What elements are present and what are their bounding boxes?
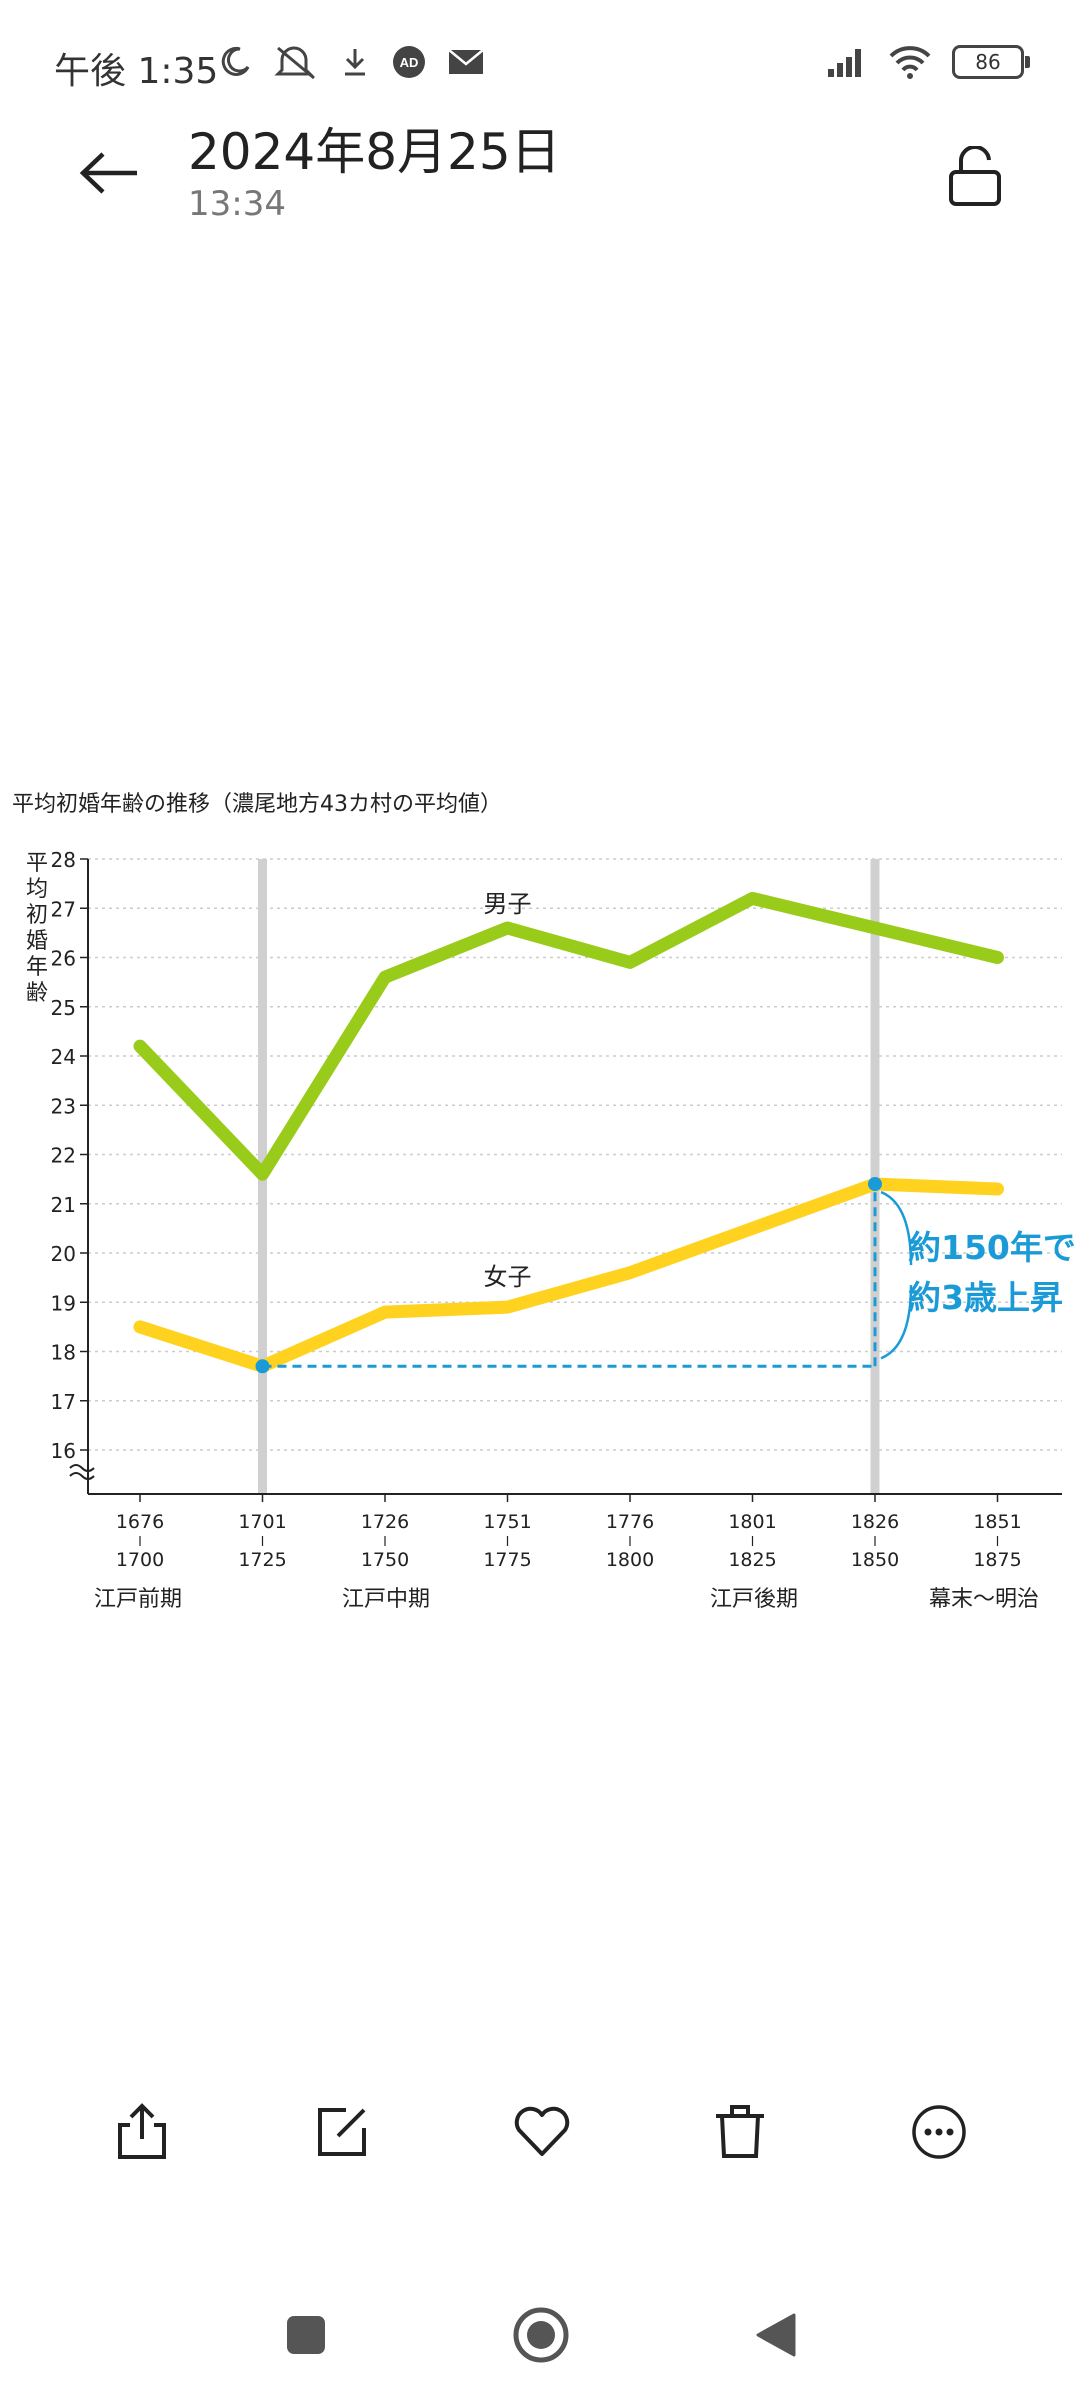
status-icons-right: 86 [826, 44, 1030, 80]
edit-icon [318, 2108, 366, 2156]
x-tick-label-top: 1751 [483, 1511, 531, 1533]
x-tick-label-top: 1701 [238, 1511, 286, 1533]
annotation-bracket-top [880, 1190, 913, 1266]
x-tick-label-bottom: 1800 [606, 1549, 654, 1571]
signal-icon [828, 49, 861, 77]
square-icon [287, 2316, 325, 2354]
x-tick-label-top: 1676 [116, 1511, 164, 1533]
y-tick-label: 20 [51, 1242, 76, 1266]
x-tick-label-top: 1801 [728, 1511, 776, 1533]
y-tick-label: 19 [51, 1291, 76, 1315]
y-tick-label: 24 [51, 1045, 76, 1069]
favorite-button[interactable] [502, 2092, 582, 2172]
x-tick-label-bottom: 1750 [361, 1549, 409, 1571]
annotation-end-point [868, 1177, 882, 1192]
more-icon [912, 2105, 966, 2159]
unlock-icon [949, 146, 1001, 206]
x-tick-label-bottom: 1725 [238, 1549, 286, 1571]
x-tick-label-bottom: 1700 [116, 1549, 164, 1571]
period-label: 江戸後期 [710, 1587, 798, 1612]
x-tick-label-bottom: 1775 [483, 1549, 531, 1571]
wifi-icon [889, 46, 931, 79]
series-name-label: 女子 [484, 1263, 532, 1291]
back-button[interactable] [74, 138, 144, 208]
arrow-left-icon [79, 152, 137, 194]
page-subtitle: 13:34 [188, 184, 286, 224]
mail-icon [448, 49, 484, 74]
annotation-bracket-bottom [880, 1285, 913, 1360]
delete-button[interactable] [700, 2092, 780, 2172]
period-label: 江戸前期 [94, 1587, 182, 1612]
battery-icon: 86 [952, 45, 1030, 79]
lock-button[interactable] [936, 138, 1014, 216]
series-line [133, 891, 1004, 1181]
y-tick-label: 25 [51, 996, 76, 1020]
home-circle-icon [513, 2307, 569, 2363]
svg-text:AD: AD [400, 55, 419, 70]
x-tick-label-top: 1826 [851, 1511, 899, 1533]
y-tick-label: 22 [51, 1144, 76, 1168]
annotation-text-line2: 約3歳上昇 [908, 1278, 1063, 1317]
share-button[interactable] [102, 2092, 182, 2172]
download-icon [345, 49, 365, 76]
moon-icon [221, 46, 250, 76]
period-label: 江戸中期 [342, 1587, 430, 1612]
x-tick-label-top: 1851 [973, 1511, 1021, 1533]
heart-icon [514, 2106, 570, 2156]
triangle-back-icon [756, 2313, 796, 2357]
y-tick-label: 28 [51, 848, 76, 872]
bottom-toolbar [0, 2092, 1080, 2182]
y-tick-label: 27 [51, 897, 76, 921]
status-time: 午後 1:35 [54, 51, 219, 92]
axis-break-mark [69, 1464, 95, 1480]
x-tick-label-bottom: 1875 [973, 1549, 1021, 1571]
mute-icon [274, 46, 315, 80]
y-tick-label: 26 [51, 947, 76, 971]
edit-button[interactable] [302, 2092, 382, 2172]
chart-title: 平均初婚年齢の推移（濃尾地方43カ村の平均値） [12, 792, 502, 817]
y-tick-label: 17 [51, 1390, 76, 1414]
more-button[interactable] [899, 2092, 979, 2172]
y-tick-label: 18 [51, 1341, 76, 1365]
series-line [133, 1177, 1004, 1373]
x-tick-label-bottom: 1850 [851, 1549, 899, 1571]
y-axis-label: 平均初婚年齢 [26, 851, 48, 1006]
y-tick-label: 21 [51, 1193, 76, 1217]
x-tick-label-top: 1776 [606, 1511, 654, 1533]
status-icons-left: AD [218, 44, 484, 80]
x-tick-label-top: 1726 [361, 1511, 409, 1533]
back-nav-button[interactable] [741, 2300, 811, 2370]
y-tick-label: 16 [51, 1439, 76, 1463]
recents-button[interactable] [271, 2300, 341, 2370]
share-icon [118, 2103, 166, 2159]
y-tick-label: 23 [51, 1094, 76, 1118]
x-tick-label-bottom: 1825 [728, 1549, 776, 1571]
home-button[interactable] [506, 2300, 576, 2370]
ad-icon: AD [393, 46, 425, 78]
status-bar: 午後 1:35 AD 86 [0, 0, 1080, 130]
period-label: 幕末〜明治 [929, 1587, 1039, 1612]
trash-icon [716, 2105, 764, 2158]
system-nav-bar [0, 2300, 1080, 2380]
page-title: 2024年8月25日 [188, 123, 561, 181]
series-name-label: 男子 [484, 890, 532, 918]
annotation-start-point [255, 1359, 270, 1374]
annotation-text-line1: 約150年で [908, 1228, 1076, 1267]
